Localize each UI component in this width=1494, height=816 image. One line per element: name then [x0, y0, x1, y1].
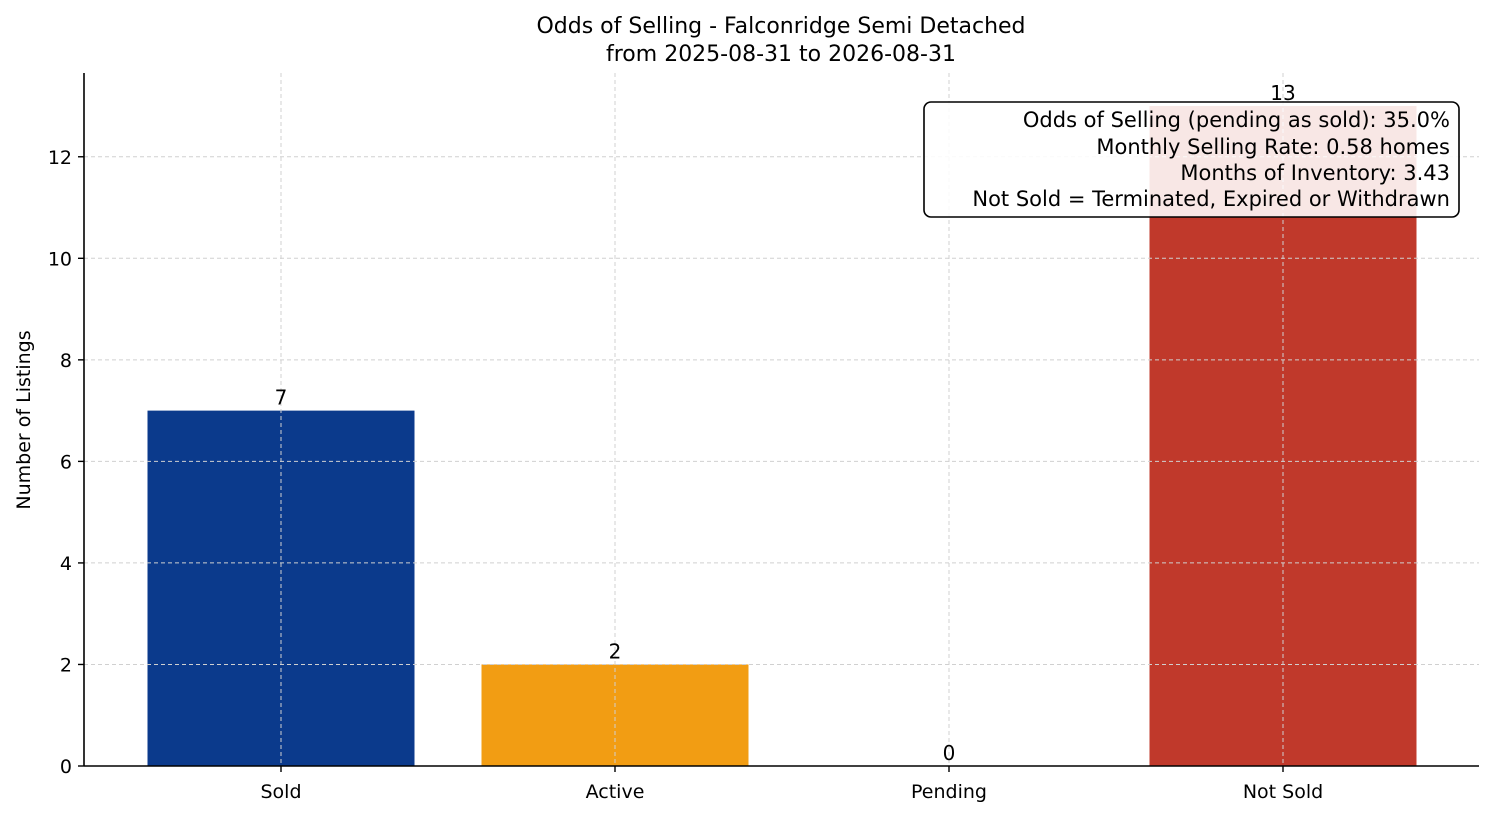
y-tick-label: 0 — [60, 756, 72, 778]
chart-subtitle: from 2025-08-31 to 2026-08-31 — [606, 42, 956, 67]
y-tick-label: 12 — [48, 147, 72, 169]
value-labels: 7 2 0 13 — [275, 81, 1296, 765]
bar-active — [481, 664, 749, 766]
stats-annotation-box: Odds of Selling (pending as sold): 35.0%… — [923, 101, 1460, 218]
annotation-line-inventory: Months of Inventory: 3.43 — [1180, 161, 1450, 185]
annotation-line-odds: Odds of Selling (pending as sold): 35.0% — [1023, 108, 1450, 132]
x-tick-label: Active — [586, 781, 645, 803]
value-label: 7 — [275, 386, 288, 410]
y-tick-label: 4 — [60, 553, 72, 575]
chart-title: Odds of Selling - Falconridge Semi Detac… — [536, 14, 1025, 39]
x-tick-label: Not Sold — [1243, 781, 1323, 803]
tick-labels: 0 2 4 6 8 10 12 Sold Active Pending Not Sold — [48, 147, 1323, 803]
y-tick-label: 10 — [48, 248, 72, 270]
y-tick-label: 6 — [60, 451, 72, 473]
y-axis-label: Number of Listings — [13, 330, 35, 509]
x-tick-label: Sold — [260, 781, 301, 803]
annotation-frame — [923, 101, 1460, 218]
value-label: 13 — [1270, 81, 1295, 105]
x-tick-label: Pending — [911, 781, 987, 803]
axes — [78, 73, 1479, 772]
y-tick-label: 8 — [60, 350, 72, 372]
value-label: 0 — [943, 741, 956, 765]
y-tick-label: 2 — [60, 654, 72, 676]
value-label: 2 — [609, 639, 622, 663]
annotation-line-rate: Monthly Selling Rate: 0.58 homes — [1096, 135, 1450, 159]
annotation-line-definition: Not Sold = Terminated, Expired or Withdr… — [972, 187, 1450, 211]
